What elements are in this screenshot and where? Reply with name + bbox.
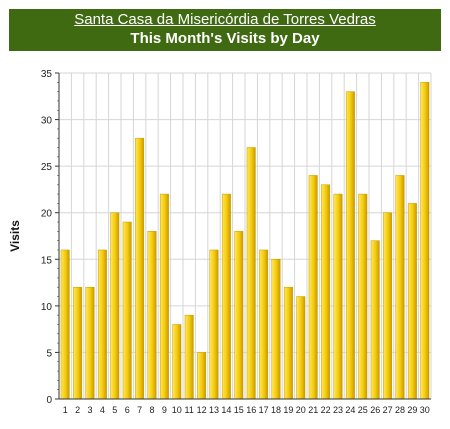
x-tick-label: 23 [333,405,343,415]
bar-day-24 [345,91,355,400]
x-tick-label: 21 [308,405,318,415]
y-tick-label: 15 [41,255,53,266]
site-name-link[interactable]: Santa Casa da Misericórdia de Torres Ved… [74,11,376,28]
bar-day-28 [395,175,405,400]
x-tick-label: 4 [100,405,105,415]
x-tick-label: 13 [209,405,219,415]
x-tick-label: 9 [162,405,167,415]
x-tick-label: 14 [221,405,231,415]
x-tick-label: 5 [112,405,117,415]
x-tick-label: 28 [395,405,405,415]
bar-day-3 [85,286,95,400]
bar-day-21 [308,175,318,400]
bar-day-20 [296,296,306,400]
chart-title: This Month's Visits by Day [130,30,320,47]
bar-day-23 [333,193,343,400]
grid-lines [58,72,432,399]
bar-day-25 [358,193,368,400]
bar-day-14 [221,193,231,400]
x-tick-label: 25 [358,405,368,415]
bar-day-5 [110,212,120,400]
x-tick-label: 8 [149,405,154,415]
x-tick-label: 16 [246,405,256,415]
x-tick-label: 10 [172,405,182,415]
x-tick-label: 15 [234,405,244,415]
y-tick-label: 30 [41,116,53,127]
bars [60,82,430,400]
bar-day-29 [407,203,417,400]
x-tick-label: 7 [137,405,142,415]
bar-day-13 [209,249,219,400]
y-tick-label: 25 [41,162,53,173]
bar-day-26 [370,240,380,400]
y-tick-label: 0 [46,395,52,406]
x-tick-label: 19 [283,405,293,415]
bar-day-22 [321,184,331,400]
bar-day-6 [122,221,132,400]
bar-day-4 [97,249,107,400]
x-tick-label: 18 [271,405,281,415]
bar-day-17 [259,249,269,400]
bar-day-18 [271,259,281,400]
bar-day-8 [147,231,157,400]
x-tick-label: 17 [259,405,269,415]
x-tick-label: 24 [345,405,355,415]
bar-day-7 [135,137,145,400]
x-tick-label: 26 [370,405,380,415]
y-tick-label: 5 [46,348,52,359]
axes [55,72,431,400]
y-tick-label: 35 [41,69,53,80]
x-tick-label: 11 [185,405,194,415]
y-tick-label: 10 [41,302,53,313]
chart-header: Santa Casa da Misericórdia de Torres Ved… [9,9,441,51]
x-tick-label: 6 [125,405,130,415]
bar-day-10 [172,324,182,400]
x-tick-label: 3 [87,405,92,415]
bar-day-27 [383,212,393,400]
bar-day-11 [184,314,194,400]
x-tick-label: 2 [75,405,80,415]
y-tick-label: 20 [41,209,53,220]
bar-day-9 [159,193,169,400]
x-tick-label: 30 [420,405,430,415]
bar-day-19 [283,286,293,400]
x-tick-label: 27 [383,405,393,415]
bar-day-30 [420,82,430,400]
bar-day-2 [73,286,83,400]
bar-day-16 [246,147,256,400]
x-tick-label: 12 [197,405,207,415]
x-tick-label: 22 [321,405,331,415]
bar-day-12 [197,352,207,400]
y-axis-label: Visits [8,220,22,252]
bar-day-15 [234,231,244,400]
x-tick-label: 1 [63,405,68,415]
bar-day-1 [60,249,70,400]
x-tick-label: 20 [296,405,306,415]
x-tick-label: 29 [407,405,417,415]
